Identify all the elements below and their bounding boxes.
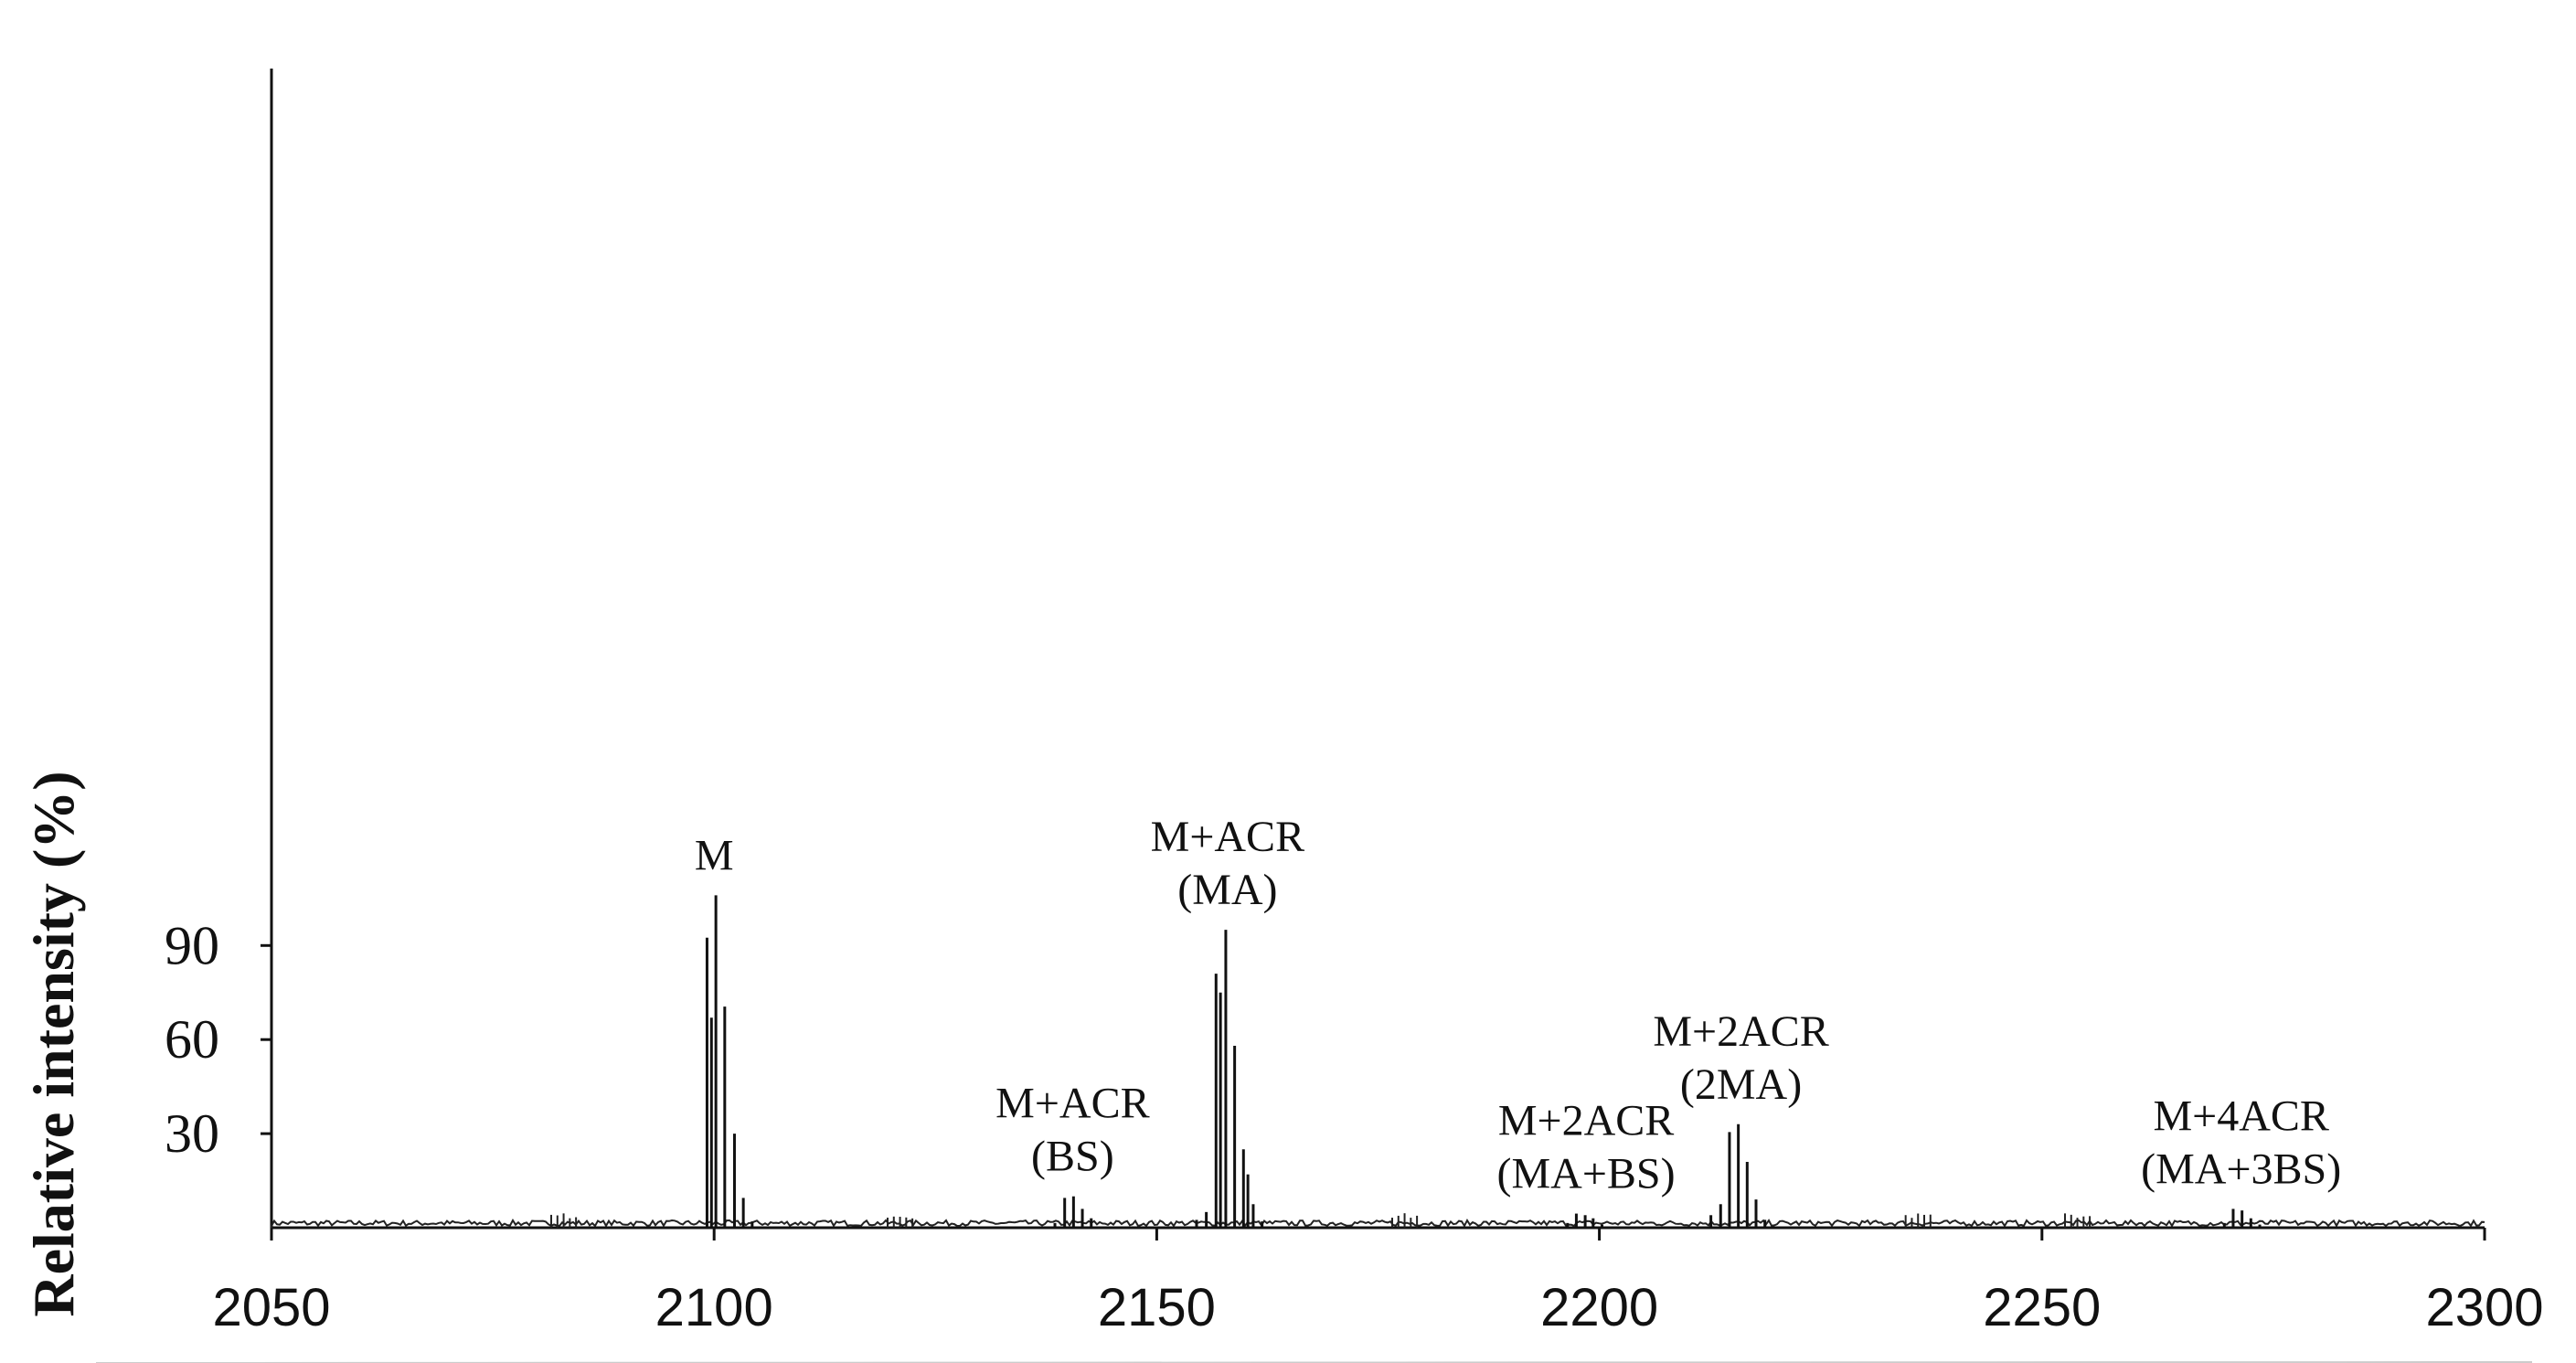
- peak-annotation-label: (2MA): [1680, 1060, 1802, 1109]
- x-tick-label: 2150: [1098, 1278, 1216, 1337]
- peak-annotation-label: (MA): [1177, 866, 1277, 914]
- peak-annotation-label: (BS): [1031, 1133, 1114, 1181]
- peak-annotation-label: M+4ACR: [2153, 1091, 2328, 1140]
- peak-annotation-label: M+ACR: [1151, 813, 1304, 861]
- x-tick-label: 2050: [212, 1278, 330, 1337]
- peak-annotation-label: (MA+3BS): [2141, 1145, 2341, 1193]
- axes: 2050 2100 2150 2200 2250 2300 30 60 90: [95, 69, 2544, 1363]
- y-tick-label: 60: [165, 1009, 219, 1070]
- x-tick-label: 2200: [1540, 1278, 1658, 1337]
- x-tick-label: 2300: [2425, 1278, 2543, 1337]
- x-tick-label: 2100: [655, 1278, 773, 1337]
- y-tick-label: 30: [165, 1103, 219, 1164]
- peak-annotations: M M+ACR (BS) M+ACR (MA) M+2ACR (MA+BS) M+2ACR(2…: [695, 813, 2341, 1198]
- x-tick-label: 2250: [1983, 1278, 2101, 1337]
- peak-annotation-label: M+2ACR: [1498, 1097, 1674, 1145]
- peak-annotation-label: M: [695, 831, 734, 879]
- y-axis-label: Relative intensity (%): [21, 771, 86, 1316]
- baseline-trace: [271, 1218, 2486, 1229]
- y-tick-label: 90: [165, 915, 219, 975]
- peak-annotation-label: (MA+BS): [1497, 1150, 1676, 1198]
- peak-annotation-label: M+2ACR: [1653, 1007, 1828, 1056]
- spectrum-peaks: [705, 895, 2262, 1228]
- baseline-noise: [271, 1213, 2486, 1229]
- peak-annotation-label: M+ACR: [995, 1080, 1149, 1128]
